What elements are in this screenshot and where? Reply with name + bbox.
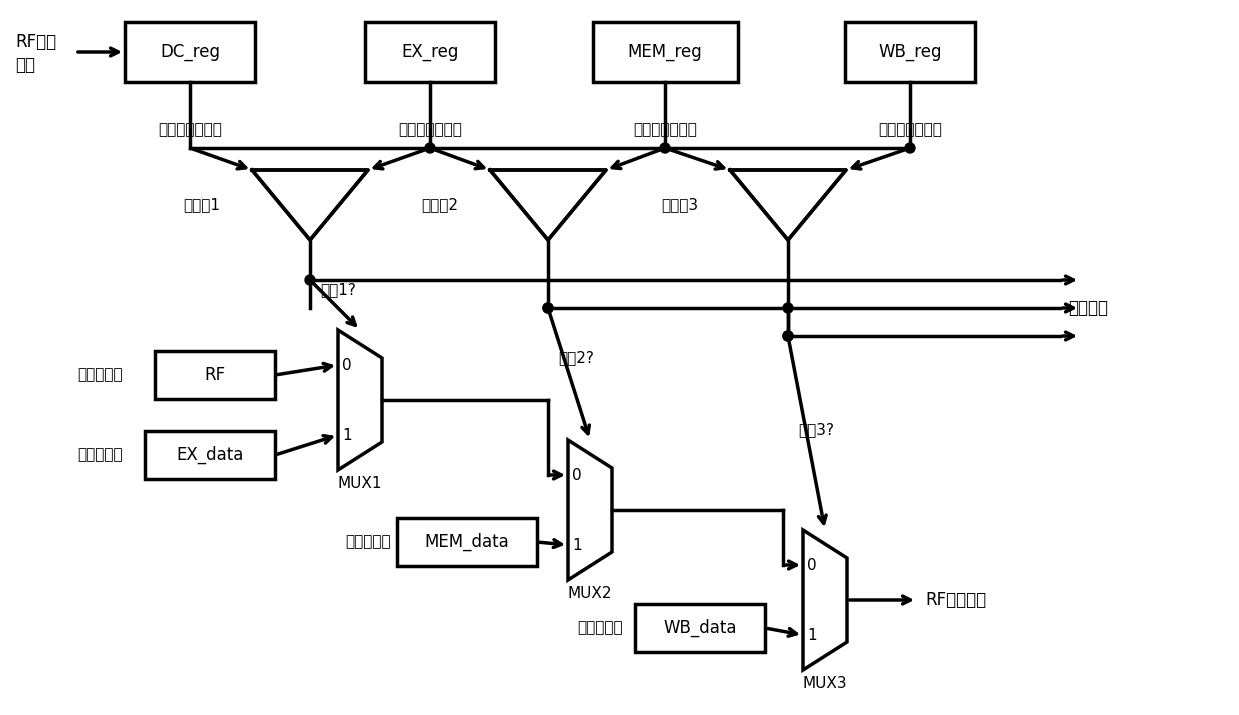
Text: RF访问: RF访问 xyxy=(15,33,56,51)
Circle shape xyxy=(305,275,315,285)
Text: 写回级寄存器号: 写回级寄存器号 xyxy=(878,122,942,137)
Bar xyxy=(845,22,975,82)
Text: 1: 1 xyxy=(572,538,582,553)
Circle shape xyxy=(425,143,435,153)
Text: 命中3?: 命中3? xyxy=(798,423,834,438)
Text: 0: 0 xyxy=(572,468,582,483)
Circle shape xyxy=(543,303,553,313)
Text: EX_reg: EX_reg xyxy=(401,43,458,61)
Text: 命中1?: 命中1? xyxy=(320,282,356,297)
Text: 1: 1 xyxy=(342,428,352,443)
Text: RF访问应答: RF访问应答 xyxy=(926,591,986,609)
Text: 比较器1: 比较器1 xyxy=(183,197,221,212)
Text: 译码级寄存器号: 译码级寄存器号 xyxy=(159,122,222,137)
Text: RF: RF xyxy=(204,366,225,384)
Circle shape xyxy=(660,143,670,153)
Circle shape xyxy=(783,331,793,341)
Text: 存储级寄存器号: 存储级寄存器号 xyxy=(633,122,696,137)
Polygon shape xyxy=(253,172,367,239)
Text: 相关指示: 相关指示 xyxy=(1068,299,1108,317)
Text: 寄存器文件: 寄存器文件 xyxy=(77,368,123,383)
Bar xyxy=(125,22,255,82)
Text: 0: 0 xyxy=(807,558,817,573)
Polygon shape xyxy=(803,530,847,670)
Polygon shape xyxy=(491,172,605,239)
Text: DC_reg: DC_reg xyxy=(160,43,221,61)
Circle shape xyxy=(543,303,553,313)
Polygon shape xyxy=(338,330,382,470)
Text: WB_data: WB_data xyxy=(663,619,737,637)
Text: MUX1: MUX1 xyxy=(338,476,383,491)
Text: 请求: 请求 xyxy=(15,56,35,74)
Text: 存储级数据: 存储级数据 xyxy=(346,535,390,550)
Text: MEM_data: MEM_data xyxy=(425,533,509,551)
Text: MUX3: MUX3 xyxy=(803,676,847,691)
Text: MUX2: MUX2 xyxy=(567,586,612,601)
Bar xyxy=(592,22,737,82)
Text: 比较器3: 比较器3 xyxy=(660,197,698,212)
Text: EX_data: EX_data xyxy=(176,446,244,464)
Bar xyxy=(636,604,764,652)
Polygon shape xyxy=(731,172,845,239)
Text: 比较器2: 比较器2 xyxy=(421,197,458,212)
Text: 0: 0 xyxy=(342,358,352,373)
Circle shape xyxy=(904,143,914,153)
Polygon shape xyxy=(567,440,612,580)
Text: 命中2?: 命中2? xyxy=(558,350,593,365)
Bar xyxy=(145,431,275,479)
Circle shape xyxy=(783,331,793,341)
Text: 写回级数据: 写回级数据 xyxy=(577,621,623,636)
Bar xyxy=(396,518,536,566)
Text: WB_reg: WB_reg xyxy=(878,43,942,61)
Text: 执行级寄存器号: 执行级寄存器号 xyxy=(398,122,462,137)
Text: 执行级数据: 执行级数据 xyxy=(77,448,123,463)
Circle shape xyxy=(783,303,793,313)
Text: 1: 1 xyxy=(807,628,817,643)
Bar xyxy=(366,22,496,82)
Text: MEM_reg: MEM_reg xyxy=(628,43,703,61)
Bar xyxy=(155,351,275,399)
